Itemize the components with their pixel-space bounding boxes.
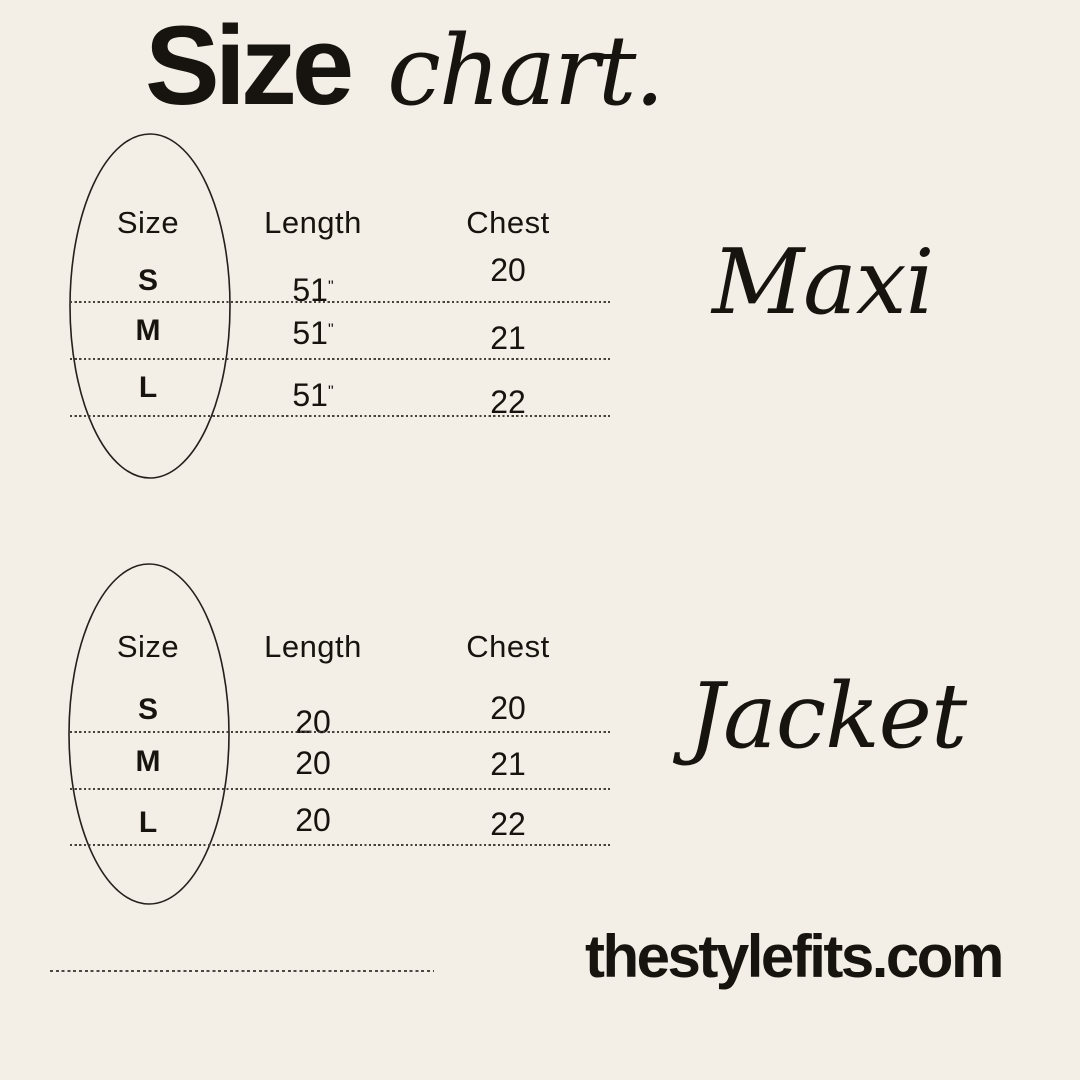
chest-value: 21 xyxy=(490,320,526,356)
row-divider xyxy=(70,301,610,303)
size-value: M xyxy=(135,745,161,778)
length-number: 20 xyxy=(295,802,331,838)
row-divider xyxy=(70,788,610,790)
website-url: thestylefits.com xyxy=(585,923,1004,990)
chest-value: 21 xyxy=(490,746,526,782)
column-header-size: Size xyxy=(116,205,180,240)
maxi-size-column-ellipse xyxy=(69,133,231,479)
row-divider xyxy=(70,358,610,360)
length-unit: " xyxy=(327,321,334,339)
column-header-chest: Chest xyxy=(466,629,550,664)
size-value: L xyxy=(138,371,158,404)
size-value: L xyxy=(138,806,158,839)
length-number: 20 xyxy=(295,704,331,740)
column-header-size: Size xyxy=(116,629,180,664)
jacket-label: Jacket xyxy=(688,664,967,769)
length-value: 51" xyxy=(292,274,333,306)
length-number: 51 xyxy=(292,272,328,308)
column-header-chest: Chest xyxy=(466,205,550,240)
length-number: 51 xyxy=(292,315,328,351)
length-value: 20 xyxy=(295,747,331,779)
title-script-text: chart. xyxy=(387,15,665,127)
length-unit: " xyxy=(327,383,334,401)
title-main-text: Size xyxy=(145,3,354,128)
page-title: Size chart. xyxy=(145,3,665,128)
length-value: 20 xyxy=(295,706,331,738)
row-divider xyxy=(70,844,610,846)
size-value: S xyxy=(137,264,159,297)
length-value: 20 xyxy=(295,804,331,836)
footer-divider xyxy=(50,970,434,973)
length-unit: " xyxy=(327,278,334,296)
length-value: 51" xyxy=(292,317,333,349)
chest-value: 20 xyxy=(490,690,526,726)
chest-value: 22 xyxy=(490,806,526,842)
length-number: 20 xyxy=(295,745,331,781)
column-header-length: Length xyxy=(264,629,362,664)
row-divider xyxy=(70,415,610,417)
size-value: M xyxy=(135,314,161,347)
jacket-size-column-ellipse xyxy=(68,563,230,905)
maxi-label: Maxi xyxy=(712,230,934,335)
size-value: S xyxy=(137,693,159,726)
length-value: 51" xyxy=(292,379,333,411)
column-header-length: Length xyxy=(264,205,362,240)
chest-value: 22 xyxy=(490,384,526,420)
chest-value: 20 xyxy=(490,252,526,288)
length-number: 51 xyxy=(292,377,328,413)
row-divider xyxy=(70,731,610,733)
